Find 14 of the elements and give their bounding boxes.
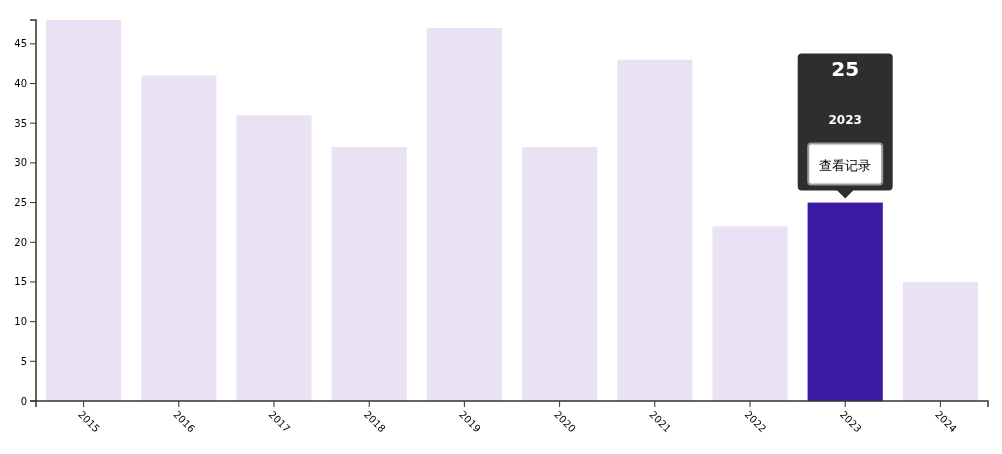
y-tick-label: 20: [14, 236, 27, 248]
annotation: 25: [831, 56, 860, 81]
annotation: 2023: [828, 112, 862, 127]
y-tick-label: 15: [14, 276, 27, 288]
tooltip: 25 2023 查看记录: [797, 53, 893, 199]
y-tick-label: 40: [14, 78, 27, 89]
y-tick-label: 35: [14, 117, 27, 129]
y-tick-label: 30: [14, 157, 27, 169]
y-tick-label: 45: [14, 38, 27, 50]
y-tick-label: 10: [14, 316, 27, 328]
y-tick-label: 0: [20, 395, 27, 407]
annotation: 查看记录: [819, 157, 872, 173]
y-tick-label: 25: [14, 197, 27, 209]
y-tick-label: 5: [20, 355, 27, 367]
